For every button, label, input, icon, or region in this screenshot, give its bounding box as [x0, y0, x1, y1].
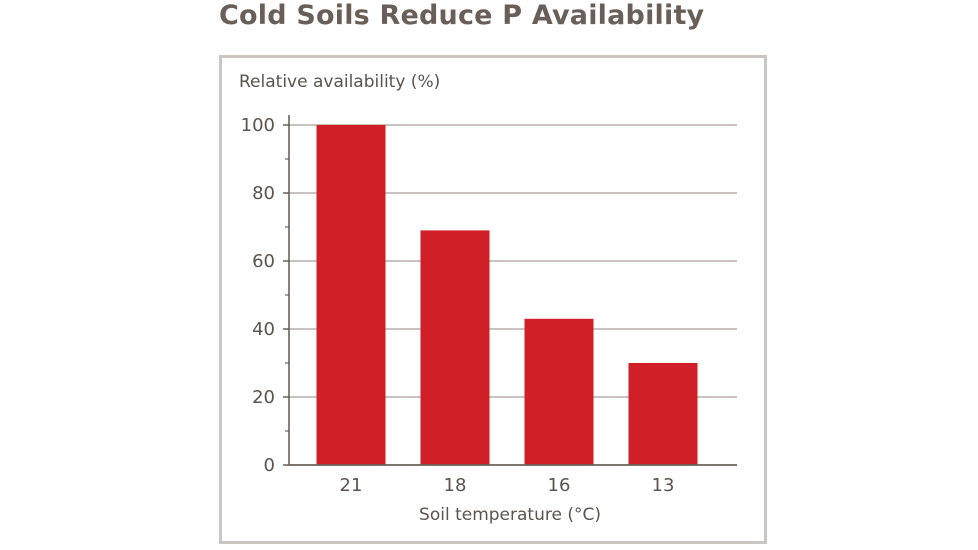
bar-13 — [628, 363, 698, 465]
y-tick-label-40: 40 — [252, 319, 275, 340]
y-axis-label: Relative availability (%) — [239, 72, 441, 92]
x-tick-label-16: 16 — [548, 475, 571, 496]
x-tick-label-18: 18 — [444, 475, 467, 496]
chart-frame — [219, 55, 767, 544]
bar-21 — [316, 125, 386, 465]
axes — [283, 115, 737, 466]
y-tick-labels: 0 20 40 60 80 100 — [241, 115, 275, 476]
bar-16 — [524, 318, 594, 465]
y-tick-label-60: 60 — [252, 251, 275, 272]
bar-18 — [420, 230, 490, 465]
chart-title: Cold Soils Reduce P Availability — [219, 0, 705, 31]
x-tick-label-21: 21 — [340, 475, 363, 496]
x-tick-labels: 21 18 16 13 — [340, 475, 675, 496]
y-tick-label-0: 0 — [264, 455, 275, 476]
bars — [316, 125, 698, 465]
y-tick-label-20: 20 — [252, 387, 275, 408]
x-tick-label-13: 13 — [652, 475, 675, 496]
y-tick-label-80: 80 — [252, 183, 275, 204]
y-tick-label-100: 100 — [241, 115, 275, 136]
x-axis-label: Soil temperature (°C) — [419, 505, 601, 525]
